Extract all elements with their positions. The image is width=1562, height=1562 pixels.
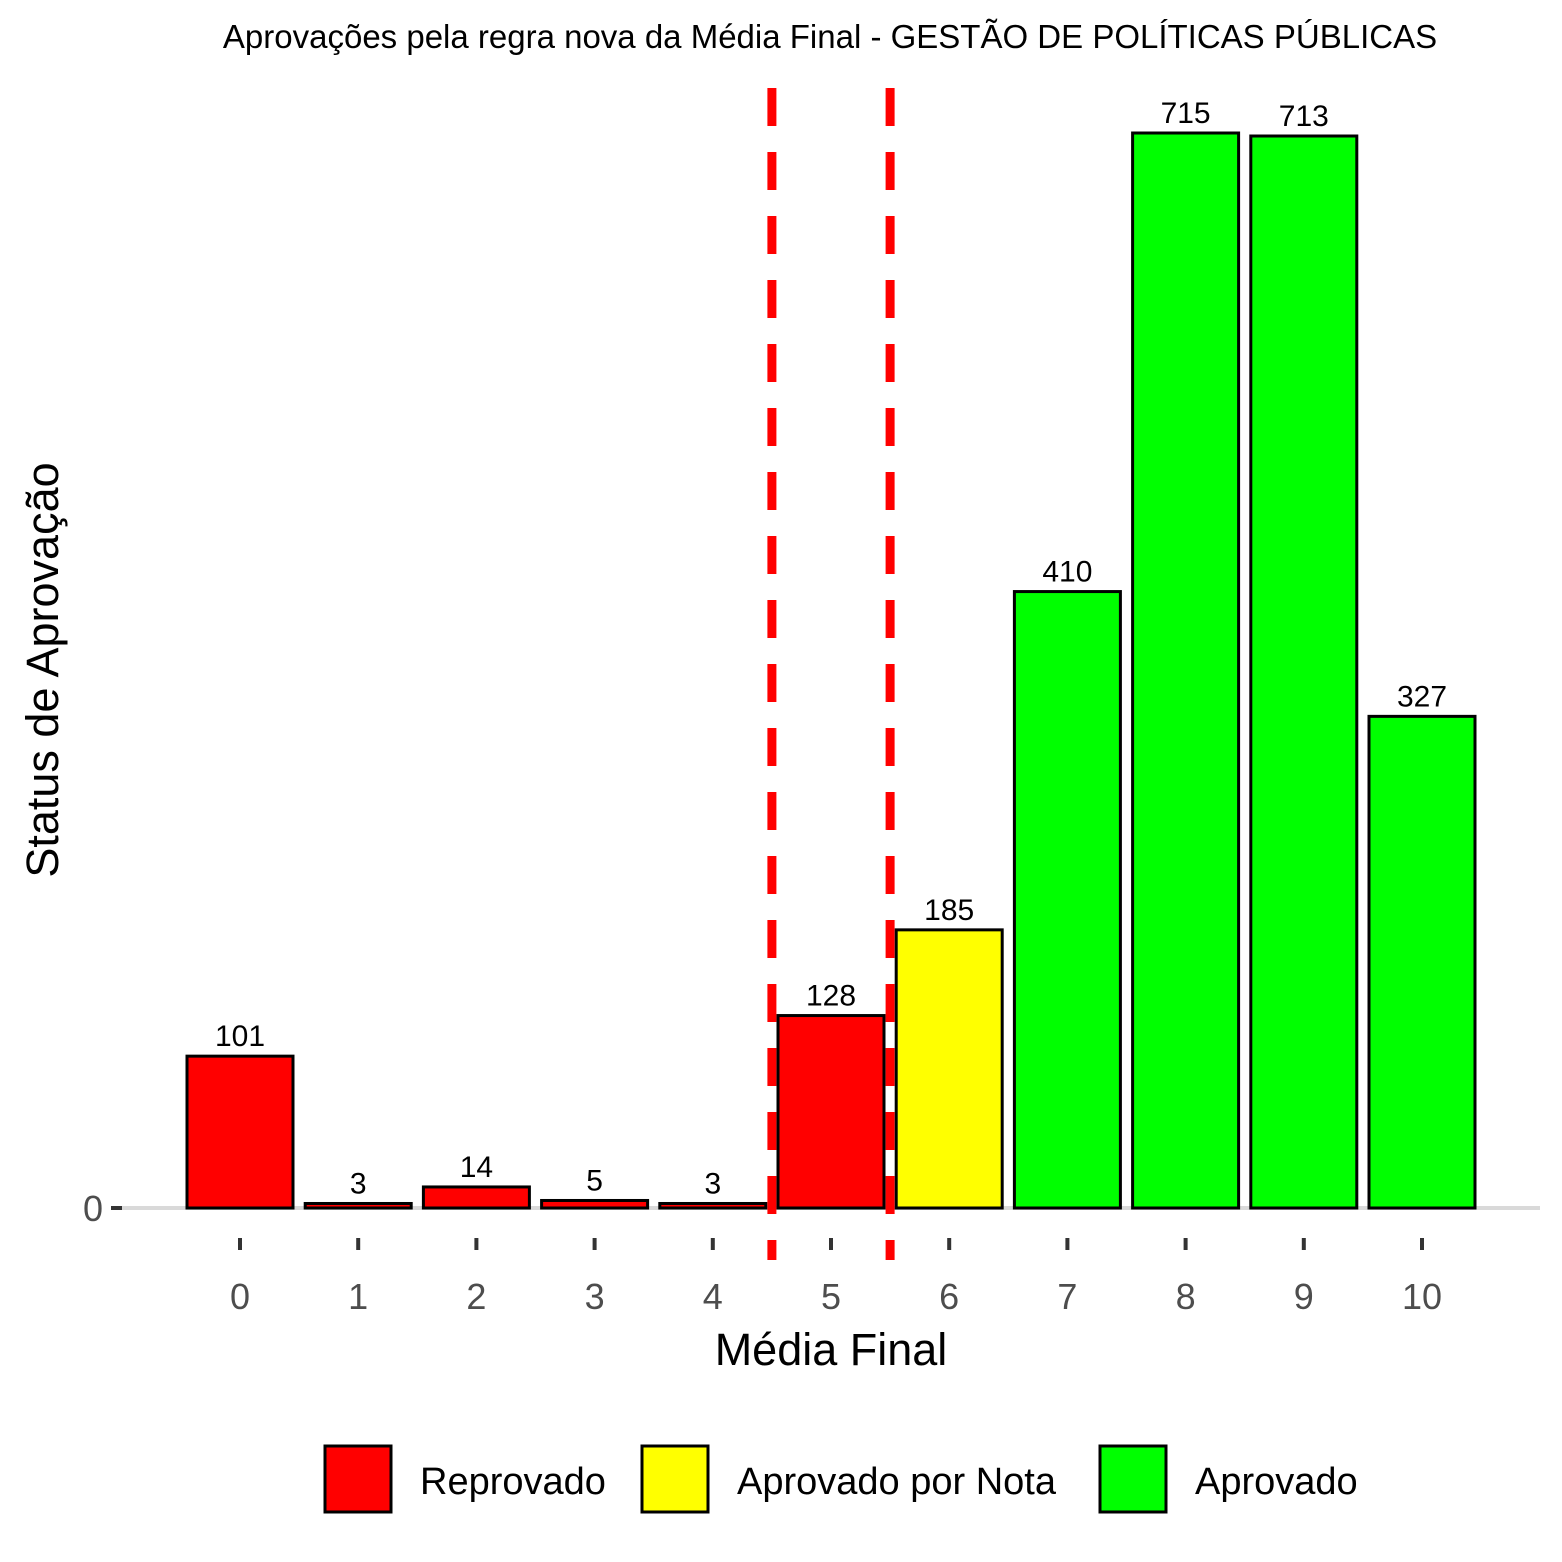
x-tick-label-0: 0 bbox=[230, 1276, 250, 1317]
x-tick-label-1: 1 bbox=[348, 1276, 368, 1317]
bar-7 bbox=[1012, 590, 1122, 1210]
data-label-3: 5 bbox=[586, 1164, 603, 1197]
plot-area: 101 3 14 5 3 128 185 410 715 713 327 bbox=[122, 88, 1540, 1260]
legend-label-reprovado: Reprovado bbox=[420, 1461, 606, 1503]
x-tick-label-6: 6 bbox=[939, 1276, 959, 1317]
legend-swatch-aprovado bbox=[1098, 1444, 1168, 1514]
y-axis-title: Status de Aprovação bbox=[17, 462, 68, 877]
data-label-7: 410 bbox=[1042, 556, 1092, 589]
legend-label-aprovado: Aprovado bbox=[1195, 1461, 1358, 1503]
x-tick-label-3: 3 bbox=[585, 1276, 605, 1317]
y-axis: 0 bbox=[83, 1188, 122, 1229]
data-labels-group: 101 3 14 5 3 128 185 410 715 713 327 bbox=[215, 97, 1447, 1200]
reference-lines-group bbox=[767, 88, 895, 1260]
data-label-9: 713 bbox=[1279, 100, 1329, 133]
legend-swatch-reprovado bbox=[323, 1444, 393, 1514]
data-label-0: 101 bbox=[215, 1020, 265, 1053]
bar-10 bbox=[1367, 714, 1477, 1210]
x-axis-title: Média Final bbox=[715, 1324, 948, 1375]
data-label-2: 14 bbox=[460, 1151, 493, 1184]
bar-9 bbox=[1249, 134, 1359, 1210]
legend: Reprovado Aprovado por Nota Aprovado bbox=[323, 1444, 1358, 1514]
bar-0 bbox=[185, 1054, 295, 1210]
y-tick-label-0: 0 bbox=[83, 1188, 103, 1229]
data-label-5: 128 bbox=[806, 980, 856, 1013]
data-label-10: 327 bbox=[1397, 680, 1447, 713]
bar-2 bbox=[421, 1185, 531, 1210]
x-tick-label-10: 10 bbox=[1402, 1276, 1442, 1317]
data-label-6: 185 bbox=[924, 894, 974, 927]
legend-label-aprovado-por-nota: Aprovado por Nota bbox=[737, 1461, 1057, 1503]
x-tick-label-9: 9 bbox=[1294, 1276, 1314, 1317]
data-label-8: 715 bbox=[1161, 97, 1211, 130]
bar-5 bbox=[776, 1014, 886, 1210]
bars-group bbox=[185, 131, 1477, 1210]
bar-8 bbox=[1131, 131, 1241, 1210]
chart-title: Aprovações pela regra nova da Média Fina… bbox=[223, 18, 1437, 55]
x-tick-label-7: 7 bbox=[1057, 1276, 1077, 1317]
bar-6 bbox=[894, 928, 1004, 1210]
data-label-4: 3 bbox=[704, 1167, 721, 1200]
legend-swatch-aprovado-por-nota bbox=[640, 1444, 710, 1514]
bar-1 bbox=[303, 1201, 413, 1210]
x-axis: 0 1 2 3 4 5 6 7 8 9 10 bbox=[230, 1238, 1442, 1317]
x-tick-label-5: 5 bbox=[821, 1276, 841, 1317]
x-tick-label-8: 8 bbox=[1176, 1276, 1196, 1317]
x-tick-label-4: 4 bbox=[703, 1276, 723, 1317]
data-label-1: 3 bbox=[350, 1167, 367, 1200]
bar-4 bbox=[658, 1201, 768, 1210]
bar-3 bbox=[540, 1198, 650, 1210]
x-tick-label-2: 2 bbox=[466, 1276, 486, 1317]
